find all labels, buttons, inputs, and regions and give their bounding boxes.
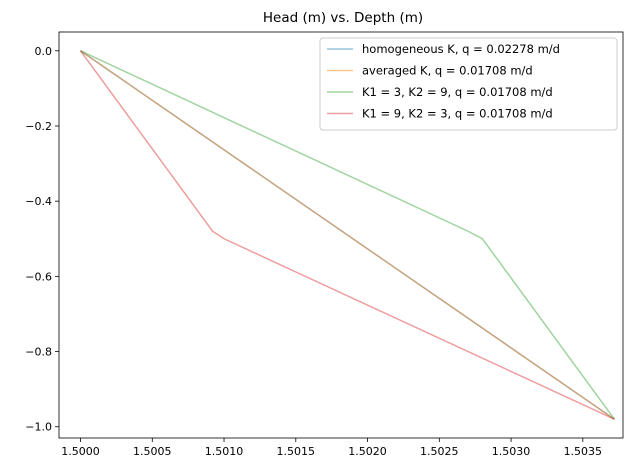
x-tick-label: 1.5020 [348, 445, 387, 458]
legend-label: homogeneous K, q = 0.02278 m/d [362, 42, 560, 56]
y-tick-label: −0.4 [25, 195, 52, 208]
legend-frame [319, 37, 618, 131]
series-layer [79, 50, 615, 420]
legend: homogeneous K, q = 0.02278 m/d averaged K… [319, 37, 618, 131]
x-tick-label: 1.5035 [564, 445, 603, 458]
x-tick-label: 1.5025 [420, 445, 459, 458]
legend-label: K1 = 9, K2 = 3, q = 0.01708 m/d [362, 107, 553, 121]
series-line-2 [80, 50, 615, 420]
x-axis: 1.5000 1.5005 1.5010 1.5015 1.5020 1.5025 1.50… [61, 438, 602, 458]
plot-frame [58, 31, 624, 439]
legend-item: K1 = 9, K2 = 3, q = 0.01708 m/d [327, 107, 553, 121]
x-tick-label: 1.5030 [492, 445, 531, 458]
x-tick-label: 1.5010 [205, 445, 244, 458]
y-tick-label: 0.0 [35, 45, 53, 58]
y-tick-label: −1.0 [25, 421, 52, 434]
legend-item: K1 = 3, K2 = 9, q = 0.01708 m/d [327, 85, 553, 99]
y-tick-label: −0.8 [25, 346, 52, 359]
x-tick-label: 1.5000 [61, 445, 100, 458]
x-tick-label: 1.5005 [133, 445, 172, 458]
y-tick-label: −0.6 [25, 270, 52, 283]
series-line-3 [80, 50, 615, 420]
x-tick-label: 1.5015 [277, 445, 316, 458]
legend-item: averaged K, q = 0.01708 m/d [327, 64, 533, 78]
legend-label: averaged K, q = 0.01708 m/d [362, 64, 533, 78]
chart-title: Head (m) vs. Depth (m) [263, 10, 423, 26]
series-line-1 [80, 50, 615, 420]
legend-item: homogeneous K, q = 0.02278 m/d [327, 42, 560, 56]
series-line-4 [79, 50, 615, 420]
y-axis: 0.0 −0.2 −0.4 −0.6 −0.8 −1.0 [25, 45, 59, 434]
y-tick-label: −0.2 [25, 120, 52, 133]
legend-label: K1 = 3, K2 = 9, q = 0.01708 m/d [362, 85, 553, 99]
